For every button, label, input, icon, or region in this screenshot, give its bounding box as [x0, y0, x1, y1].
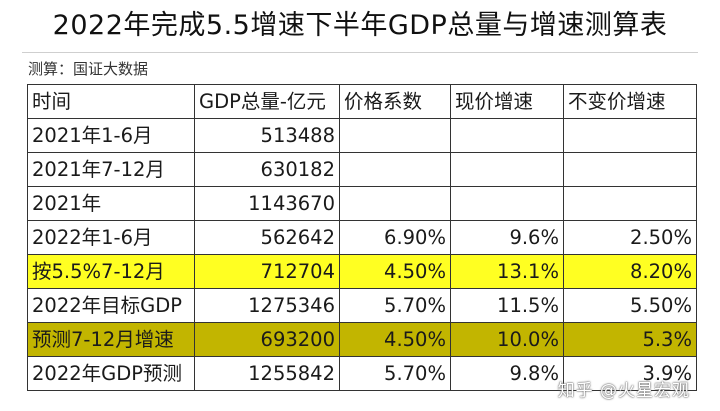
header-gdp-total: GDP总量-亿元 — [194, 84, 340, 119]
cell-price-index: 5.70% — [339, 356, 451, 391]
cell-gdp-total: 1275346 — [194, 288, 340, 323]
table-row: 2022年GDP预测 1255842 5.70% 9.8% 3.9% — [27, 356, 697, 391]
table-row: 2021年7-12月 630182 — [27, 152, 697, 187]
cell-real-growth: 5.3% — [563, 322, 697, 357]
gdp-table: 时间 GDP总量-亿元 价格系数 现价增速 不变价增速 2021年1-6月 51… — [27, 84, 697, 391]
cell-price-index — [339, 152, 451, 187]
cell-real-growth: 2.50% — [563, 220, 697, 255]
cell-real-growth — [563, 152, 697, 187]
cell-price-index: 6.90% — [339, 220, 451, 255]
table-row-highlight-yellow: 按5.5%7-12月 712704 4.50% 13.1% 8.20% — [27, 254, 697, 289]
cell-gdp-total: 562642 — [194, 220, 340, 255]
cell-nominal-growth — [450, 186, 564, 221]
table-header-row: 时间 GDP总量-亿元 价格系数 现价增速 不变价增速 — [27, 84, 697, 119]
cell-real-growth: 5.50% — [563, 288, 697, 323]
cell-gdp-total: 513488 — [194, 118, 340, 153]
cell-time: 按5.5%7-12月 — [27, 254, 195, 289]
cell-gdp-total: 1255842 — [194, 356, 340, 391]
watermark: 知乎 @火星宏观 — [557, 381, 690, 401]
table-row: 2021年1-6月 513488 — [27, 118, 697, 153]
cell-nominal-growth: 9.8% — [450, 356, 564, 391]
cell-price-index — [339, 118, 451, 153]
cell-time: 2022年目标GDP — [27, 288, 195, 323]
header-real-growth: 不变价增速 — [563, 84, 697, 119]
cell-gdp-total: 693200 — [194, 322, 340, 357]
cell-nominal-growth — [450, 152, 564, 187]
cell-time: 2021年7-12月 — [27, 152, 195, 187]
cell-real-growth — [563, 186, 697, 221]
cell-real-growth: 8.20% — [563, 254, 697, 289]
header-price-index: 价格系数 — [339, 84, 451, 119]
cell-price-index: 5.70% — [339, 288, 451, 323]
table-row: 2022年1-6月 562642 6.90% 9.6% 2.50% — [27, 220, 697, 255]
title-divider — [22, 52, 698, 53]
table-row: 2022年目标GDP 1275346 5.70% 11.5% 5.50% — [27, 288, 697, 323]
cell-real-growth — [563, 118, 697, 153]
cell-price-index — [339, 186, 451, 221]
cell-time: 2022年1-6月 — [27, 220, 195, 255]
header-time: 时间 — [27, 84, 195, 119]
cell-time: 预测7-12月增速 — [27, 322, 195, 357]
cell-nominal-growth — [450, 118, 564, 153]
cell-nominal-growth: 10.0% — [450, 322, 564, 357]
cell-time: 2021年1-6月 — [27, 118, 195, 153]
cell-nominal-growth: 9.6% — [450, 220, 564, 255]
table-row: 2021年 1143670 — [27, 186, 697, 221]
page-title: 2022年完成5.5增速下半年GDP总量与增速测算表 — [52, 10, 668, 41]
cell-time: 2022年GDP预测 — [27, 356, 195, 391]
cell-gdp-total: 712704 — [194, 254, 340, 289]
cell-time: 2021年 — [27, 186, 195, 221]
table-row-highlight-olive: 预测7-12月增速 693200 4.50% 10.0% 5.3% — [27, 322, 697, 357]
cell-nominal-growth: 13.1% — [450, 254, 564, 289]
cell-gdp-total: 1143670 — [194, 186, 340, 221]
cell-price-index: 4.50% — [339, 322, 451, 357]
header-nominal-growth: 现价增速 — [450, 84, 564, 119]
cell-real-growth: 3.9% — [563, 356, 697, 391]
cell-price-index: 4.50% — [339, 254, 451, 289]
source-note: 测算：国证大数据 — [28, 60, 149, 78]
cell-gdp-total: 630182 — [194, 152, 340, 187]
cell-nominal-growth: 11.5% — [450, 288, 564, 323]
